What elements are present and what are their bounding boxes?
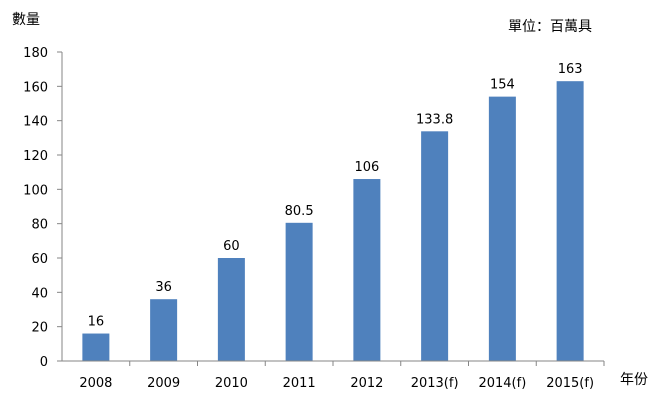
x-tick-label: 2013(f) [411, 376, 459, 391]
y-tick-label: 120 [23, 149, 48, 164]
x-tick-label: 2010 [215, 376, 248, 391]
y-tick-label: 180 [23, 46, 48, 61]
y-tick-label: 160 [23, 80, 48, 95]
bar [488, 96, 516, 361]
x-tick-label: 2008 [79, 376, 112, 391]
bar [82, 333, 110, 361]
data-label: 163 [558, 62, 583, 77]
bar [285, 222, 313, 361]
data-label: 16 [88, 315, 105, 330]
y-tick-label: 140 [23, 115, 48, 130]
x-tick-label: 2012 [350, 376, 383, 391]
bar [150, 299, 178, 361]
y-tick-label: 60 [31, 252, 48, 267]
bar [421, 131, 449, 361]
x-tick-label: 2009 [147, 376, 180, 391]
x-axis-title: 年份 [620, 372, 648, 388]
y-tick-label: 100 [23, 183, 48, 198]
data-label: 106 [354, 160, 379, 175]
x-axis-ticks: 2008 2009 2010 2011 2012 2013(f) 2014(f) 2015(f… [79, 361, 605, 391]
y-tick-label: 0 [40, 355, 48, 370]
x-tick-label: 2011 [283, 376, 316, 391]
bars [82, 81, 584, 361]
bar [556, 81, 584, 361]
x-tick-label: 2014(f) [478, 376, 526, 391]
data-label: 133.8 [416, 112, 453, 127]
data-label: 36 [155, 280, 172, 295]
bar [353, 179, 381, 361]
y-tick-label: 20 [31, 321, 48, 336]
bar [217, 258, 245, 361]
y-axis-title: 數量 [12, 12, 40, 28]
y-tick-label: 40 [31, 286, 48, 301]
y-axis-ticks: 0 20 40 60 80 100 120 140 160 180 [23, 46, 62, 370]
data-label: 60 [223, 239, 240, 254]
data-labels: 16 36 60 80.5 106 133.8 154 163 [88, 62, 583, 329]
y-tick-label: 80 [31, 218, 48, 233]
data-label: 80.5 [285, 204, 314, 219]
data-label: 154 [490, 78, 515, 93]
x-tick-label: 2015(f) [546, 376, 594, 391]
unit-note: 單位：百萬具 [508, 19, 592, 35]
